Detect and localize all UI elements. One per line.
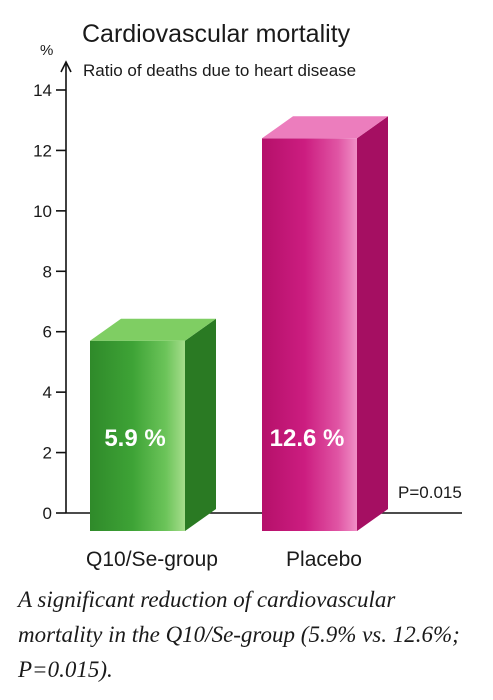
y-tick-label: 10 [33, 202, 52, 221]
x-tick-label-0: Q10/Se-group [86, 548, 218, 571]
chart-title: Cardiovascular mortality [82, 20, 351, 48]
bar-1 [262, 138, 357, 532]
y-axis-unit-label: % [40, 42, 54, 59]
y-tick-label: 14 [33, 81, 52, 100]
data-label-1: 12.6 % [270, 425, 345, 452]
x-tick-label-1: Placebo [286, 548, 362, 571]
y-tick-label: 2 [43, 444, 52, 463]
data-label-0: 5.9 % [104, 425, 165, 452]
bar-top-1 [262, 116, 388, 139]
y-tick-label: 6 [43, 323, 52, 342]
chart-subtitle: Ratio of deaths due to heart disease [83, 61, 357, 80]
bar-0 [90, 340, 185, 531]
y-axis-arrow [60, 60, 72, 73]
figure-caption: A significant reduction of cardiovascula… [18, 587, 460, 682]
bar-top-0 [90, 318, 216, 341]
y-tick-label: 4 [43, 383, 52, 402]
y-tick-label: 0 [43, 504, 52, 523]
bar-side-0 [185, 318, 216, 531]
y-tick-label: 8 [43, 262, 52, 281]
bar-side-1 [357, 116, 388, 532]
y-tick-label: 12 [33, 141, 52, 160]
p-value-annotation: P=0.015 [398, 483, 462, 502]
